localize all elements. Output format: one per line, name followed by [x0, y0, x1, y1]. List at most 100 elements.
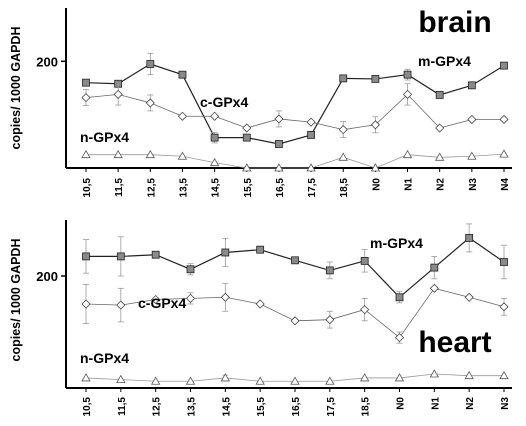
panel-1-n-gpx4-point	[242, 163, 252, 172]
panel-1-x-tick-label: 17,5	[307, 178, 318, 198]
panel-2-m-gpx4-point	[116, 252, 125, 261]
panel-2-n-gpx4-point	[325, 376, 335, 385]
panel-1-c-gpx4-line	[85, 93, 504, 131]
panel-1-n-gpx4-point	[177, 151, 188, 160]
panel-1-c-gpx4-point	[467, 114, 477, 125]
panel-1-c-gpx4-point	[338, 125, 348, 135]
panel-1-m-gpx4-label: m-GPx4	[418, 53, 471, 69]
panel-1-y-axis-label: copies/ 1000 GAPDH	[9, 27, 23, 150]
panel-2-x-tick-label: 16,5	[291, 397, 302, 417]
panel-1-c-gpx4-point	[145, 98, 155, 108]
panel-1-c-gpx4-point	[370, 120, 380, 130]
panel-2-m-gpx4-point	[325, 266, 334, 275]
panel-1-x-tick-label: 16,5	[275, 178, 286, 198]
panel-1-n-gpx4-label: n-GPx4	[80, 129, 129, 145]
panel-2-c-gpx4-point	[429, 283, 439, 293]
panel-2-c-gpx4-point	[255, 299, 265, 309]
panel-2-m-gpx4-point	[256, 245, 265, 254]
panel-2-n-gpx4-point	[394, 373, 405, 382]
panel-1-c-gpx4-point	[306, 117, 316, 127]
panel-2-n-gpx4-point	[81, 373, 91, 382]
panel-2-c-gpx4-point	[185, 293, 196, 303]
panel-2-y-axis-label: copies/ 1000 GAPDH	[9, 239, 23, 362]
panel-1-x-tick-label: 15,5	[243, 178, 254, 198]
panel-2-c-gpx4-point	[290, 316, 300, 326]
panel-1-c-gpx4-point	[274, 114, 284, 124]
panel-1-y-tick-label: 200	[36, 54, 58, 69]
panel-1-n-gpx4-point	[306, 163, 316, 172]
panel-1-m-gpx4-point	[403, 70, 412, 79]
panel-2-c-gpx4-point	[499, 302, 509, 312]
panel-1-m-gpx4-point	[178, 70, 187, 79]
panel-1-m-gpx4-point	[467, 81, 476, 90]
panel-1-n-gpx4-point	[435, 152, 445, 161]
panel-2-c-gpx4-point	[81, 299, 91, 309]
panel-2-m-gpx4-point	[186, 265, 195, 274]
panel-1-m-gpx4-point	[242, 133, 251, 142]
panel-2-m-gpx4-point	[465, 234, 474, 242]
panel-2-m-gpx4-point	[395, 293, 404, 302]
panel-2-n-gpx4-point	[429, 369, 440, 378]
panel-1-c-gpx4-point	[113, 89, 123, 99]
panel-1-c-gpx4-point	[242, 123, 252, 133]
panel-2-x-tick-label: 13,5	[187, 397, 198, 417]
panel-1-c-gpx4-point	[402, 89, 413, 99]
panel-2-x-tick-label: 17,5	[326, 397, 337, 417]
panel-1-x-tick-label: 13,5	[178, 178, 189, 198]
panel-1-m-gpx4-point	[275, 140, 283, 148]
panel-2-x-tick-label: N0	[396, 397, 407, 410]
panel-2-c-gpx4-point	[394, 333, 405, 343]
panel-2-x-tick-label: 10,5	[82, 397, 93, 417]
panel-2-c-gpx4-point	[325, 315, 335, 325]
panel-1-n-gpx4-point	[402, 149, 413, 159]
panel-2-c-gpx4-point	[360, 305, 370, 315]
panel-2-m-gpx4-line	[86, 237, 505, 299]
panel-1-m-gpx4-point	[339, 74, 348, 83]
panel-2-m-gpx4-point	[291, 256, 299, 265]
panel-2-m-gpx4-point	[221, 248, 230, 257]
panel-1-m-gpx4-point	[146, 60, 155, 68]
panel-2-title: heart	[418, 326, 491, 359]
panel-1-x-tick-label: 11,5	[114, 178, 125, 197]
panel-1-m-gpx4-point	[435, 91, 444, 99]
panel-1-x-tick-label: N3	[468, 178, 479, 191]
panel-2-n-gpx4-point	[220, 373, 231, 382]
panel-2-y-tick-label: 200	[36, 269, 58, 284]
panel-2-m-gpx4-label: m-GPx4	[370, 235, 423, 251]
panel-1-n-gpx4-point	[499, 149, 509, 158]
panel-1-n-gpx4-point	[81, 149, 91, 159]
panel-2-c-gpx4-label: c-GPx4	[138, 295, 186, 311]
panel-2-x-tick-label: 14,5	[221, 397, 232, 417]
panel-1-x-tick-label: 14,5	[211, 178, 222, 198]
panel-2-x-tick-label: 12,5	[152, 397, 163, 417]
panel-1-n-gpx4-line	[86, 153, 505, 169]
panel-1-c-gpx4-point	[210, 111, 220, 121]
panel-1-x-tick-label: 18,5	[339, 178, 350, 198]
panel-2-c-gpx4-point	[220, 292, 230, 302]
panel-2-c-gpx4-point	[151, 294, 161, 305]
panel-2-n-gpx4-point	[499, 370, 509, 380]
panel-1-c-gpx4-point	[177, 111, 188, 121]
panel-2-x-tick-label: 15,5	[256, 397, 267, 417]
panel-1-x-tick-label: 10,5	[82, 178, 93, 198]
panel-2-n-gpx4-label: n-GPx4	[80, 350, 129, 366]
panel-2-n-gpx4-point	[185, 376, 196, 385]
panel-1-title: brain	[418, 6, 491, 39]
panel-2-x-tick-label: N1	[430, 397, 441, 410]
panel-1-c-gpx4-point	[435, 123, 445, 133]
panel-2-c-gpx4-point	[464, 292, 474, 302]
panel-1-n-gpx4-point	[467, 151, 477, 160]
panel-1-m-gpx4-point	[307, 131, 315, 139]
panel-1-m-gpx4-point	[500, 61, 508, 70]
panel-1-m-gpx4-point	[371, 75, 380, 83]
panel-2-n-gpx4-point	[255, 376, 265, 385]
panel-2-x-tick-label: 11,5	[117, 397, 128, 416]
panel-1-x-tick-label: N0	[371, 178, 382, 191]
panel-1-x-tick-label: N4	[500, 178, 511, 191]
panel-2-m-gpx4-point	[151, 250, 160, 259]
panel-1-n-gpx4-point	[338, 152, 348, 161]
panel-1-x-tick-label: N2	[436, 178, 447, 191]
panel-2-m-gpx4-point	[500, 258, 508, 266]
panel-2-n-gpx4-point	[116, 374, 126, 384]
panel-2-n-gpx4-point	[464, 370, 474, 380]
